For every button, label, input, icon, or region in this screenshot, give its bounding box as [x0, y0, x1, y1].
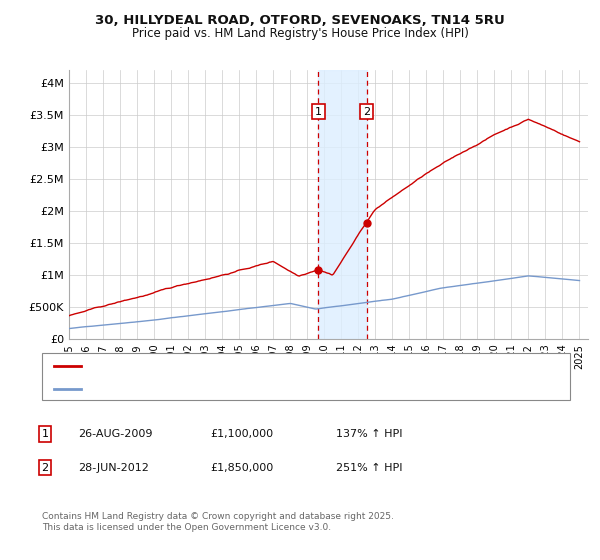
- Text: Contains HM Land Registry data © Crown copyright and database right 2025.
This d: Contains HM Land Registry data © Crown c…: [42, 512, 394, 532]
- Text: 1: 1: [41, 429, 49, 439]
- Text: 26-AUG-2009: 26-AUG-2009: [78, 429, 152, 439]
- Point: [313, 265, 323, 274]
- Text: 2: 2: [363, 106, 370, 116]
- Text: £1,100,000: £1,100,000: [210, 429, 273, 439]
- Text: 30, HILLYDEAL ROAD, OTFORD, SEVENOAKS, TN14 5RU (detached house): 30, HILLYDEAL ROAD, OTFORD, SEVENOAKS, T…: [87, 361, 468, 371]
- Text: £1,850,000: £1,850,000: [210, 463, 273, 473]
- Bar: [318, 70, 367, 339]
- Text: Price paid vs. HM Land Registry's House Price Index (HPI): Price paid vs. HM Land Registry's House …: [131, 27, 469, 40]
- Point: [362, 218, 371, 227]
- Text: 1: 1: [315, 106, 322, 116]
- Text: 251% ↑ HPI: 251% ↑ HPI: [336, 463, 403, 473]
- Text: 137% ↑ HPI: 137% ↑ HPI: [336, 429, 403, 439]
- Text: 28-JUN-2012: 28-JUN-2012: [78, 463, 149, 473]
- Text: HPI: Average price, detached house, Sevenoaks: HPI: Average price, detached house, Seve…: [87, 384, 337, 394]
- Text: 2: 2: [41, 463, 49, 473]
- Text: 30, HILLYDEAL ROAD, OTFORD, SEVENOAKS, TN14 5RU: 30, HILLYDEAL ROAD, OTFORD, SEVENOAKS, T…: [95, 14, 505, 27]
